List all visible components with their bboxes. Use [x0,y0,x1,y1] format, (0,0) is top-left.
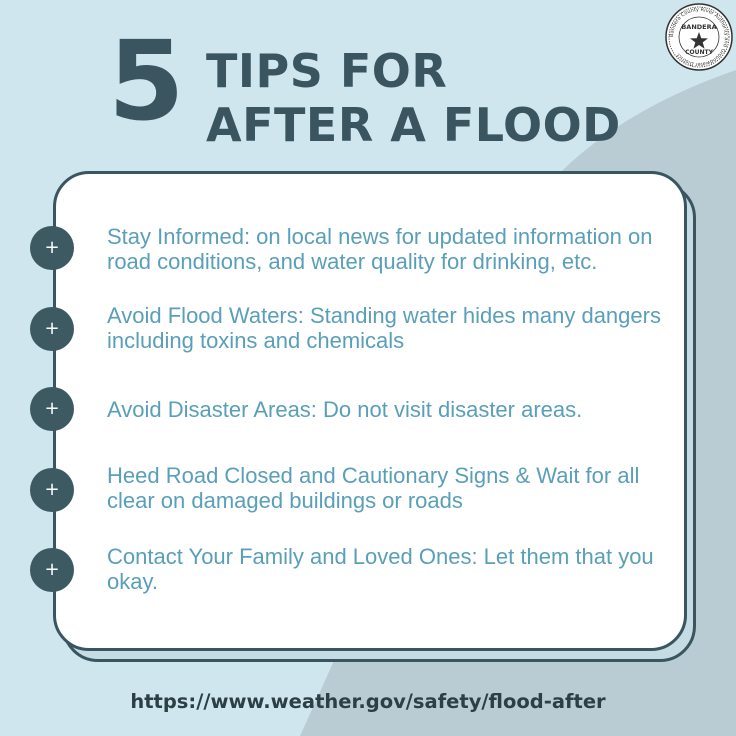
plus-icon: + [30,548,74,592]
tip-text: Avoid Flood Waters: Standing water hides… [107,303,661,353]
tip-text: Avoid Disaster Areas: Do not visit disas… [107,397,583,422]
title-number: 5 [108,17,185,145]
seal-center-line1: BANDERA [681,23,716,31]
source-url: https://www.weather.gov/safety/flood-aft… [130,690,606,713]
tip-text: Contact Your Family and Loved Ones: Let … [107,544,654,594]
star-icon [690,32,708,49]
plus-icon: + [30,468,74,512]
tip-text: Stay Informed: on local news for updated… [107,224,653,274]
plus-icon: + [30,307,74,351]
title-line-1: TIPS FOR [206,44,448,98]
seal-center-line2: COUNTY [685,49,713,56]
county-seal-logo: Bandera County River Authority and Groun… [664,2,734,72]
tips-card [53,171,687,651]
plus-icon: + [30,387,74,431]
title-line-2: AFTER A FLOOD [206,98,621,152]
page-title: TIPS FOR AFTER A FLOOD [206,44,621,152]
plus-icon: + [30,226,74,270]
tip-text: Heed Road Closed and Cautionary Signs & … [107,463,640,513]
